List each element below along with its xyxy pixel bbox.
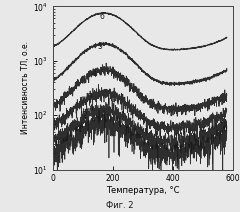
Text: 2: 2 xyxy=(83,111,88,120)
Y-axis label: Интенсивность ТЛ, о.е.: Интенсивность ТЛ, о.е. xyxy=(21,42,30,134)
Text: 6: 6 xyxy=(99,12,104,21)
Text: 5: 5 xyxy=(98,42,103,51)
Text: 3: 3 xyxy=(87,93,92,102)
Text: 1: 1 xyxy=(77,125,82,134)
X-axis label: Температура, °C: Температура, °C xyxy=(106,186,180,195)
Text: 4: 4 xyxy=(92,69,97,78)
Text: Фиг. 2: Фиг. 2 xyxy=(106,201,134,210)
